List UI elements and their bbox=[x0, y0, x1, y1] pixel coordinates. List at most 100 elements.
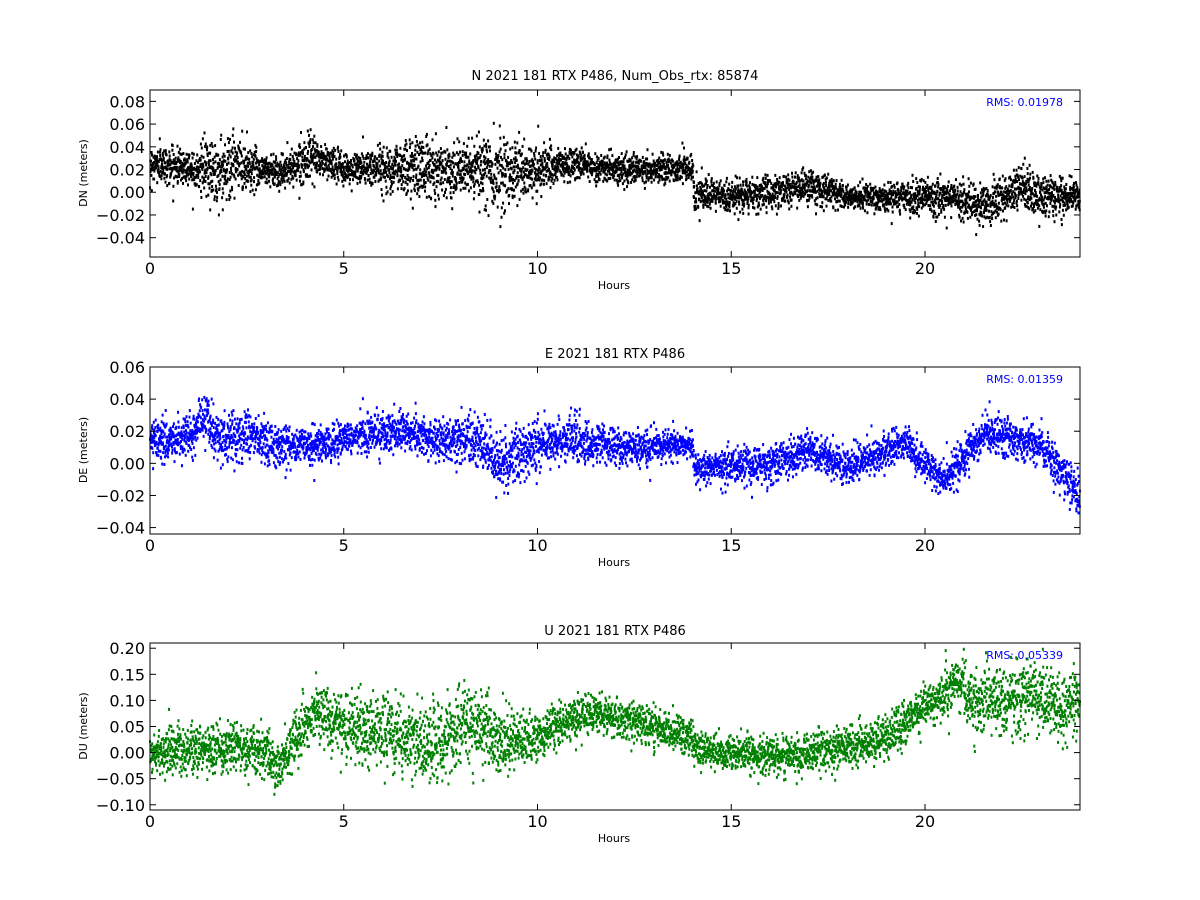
north-data-point bbox=[778, 181, 780, 184]
north-data-point bbox=[286, 157, 288, 160]
north-data-point bbox=[814, 188, 816, 191]
north-data-point bbox=[247, 180, 249, 183]
north-data-point bbox=[457, 171, 459, 174]
north-data-point bbox=[519, 198, 521, 201]
north-data-point bbox=[611, 154, 613, 157]
north-data-point bbox=[494, 163, 496, 166]
north-data-point bbox=[960, 184, 962, 187]
north-data-point bbox=[470, 186, 472, 189]
north-data-point bbox=[1016, 169, 1018, 172]
north-data-point bbox=[1041, 196, 1043, 199]
north-data-point bbox=[875, 190, 877, 193]
north-data-point bbox=[520, 173, 522, 176]
north-data-point bbox=[339, 153, 341, 156]
north-data-point bbox=[604, 156, 606, 159]
north-data-point bbox=[340, 168, 342, 171]
north-data-point bbox=[482, 182, 484, 185]
north-data-point bbox=[608, 170, 610, 173]
north-data-point bbox=[989, 220, 991, 223]
north-data-point bbox=[711, 181, 713, 184]
north-data-point bbox=[984, 198, 986, 201]
north-data-point bbox=[393, 176, 395, 179]
north-data-point bbox=[899, 209, 901, 212]
north-data-point bbox=[890, 181, 892, 184]
north-data-point bbox=[977, 194, 979, 197]
north-data-point bbox=[322, 162, 324, 165]
north-data-point bbox=[453, 191, 455, 194]
north-data-point bbox=[1009, 176, 1011, 179]
north-data-point bbox=[401, 164, 403, 167]
north-data-point bbox=[492, 188, 494, 191]
north-data-point bbox=[725, 180, 727, 183]
north-data-point bbox=[837, 209, 839, 212]
north-data-point bbox=[862, 202, 864, 205]
north-data-point bbox=[227, 177, 229, 180]
north-data-point bbox=[359, 181, 361, 184]
north-data-point bbox=[150, 174, 152, 177]
north-data-point bbox=[537, 125, 539, 128]
north-data-point bbox=[1027, 172, 1029, 175]
north-data-point bbox=[434, 189, 436, 192]
north-data-point bbox=[406, 149, 408, 152]
north-data-point bbox=[425, 170, 427, 173]
north-data-point bbox=[485, 145, 487, 148]
north-data-point bbox=[535, 150, 537, 153]
north-data-point bbox=[434, 199, 436, 202]
north-data-point bbox=[823, 182, 825, 185]
north-data-point bbox=[518, 131, 520, 134]
north-data-point bbox=[387, 175, 389, 178]
north-data-point bbox=[414, 189, 416, 192]
north-data-point bbox=[485, 204, 487, 207]
north-data-point bbox=[860, 207, 862, 210]
north-data-point bbox=[833, 179, 835, 182]
north-data-point bbox=[228, 141, 230, 144]
north-data-point bbox=[729, 209, 731, 212]
north-data-point bbox=[362, 136, 364, 139]
north-data-point bbox=[377, 162, 379, 165]
north-data-point bbox=[986, 209, 988, 212]
north-data-point bbox=[181, 153, 183, 156]
north-data-point bbox=[165, 149, 167, 152]
north-data-point bbox=[446, 196, 448, 199]
north-data-point bbox=[205, 143, 207, 146]
north-data-point bbox=[778, 202, 780, 205]
north-data-point bbox=[433, 181, 435, 184]
north-data-point bbox=[302, 181, 304, 184]
north-data-point bbox=[866, 211, 868, 214]
north-data-point bbox=[854, 205, 856, 208]
north-data-point bbox=[911, 186, 913, 189]
north-data-point bbox=[445, 188, 447, 191]
north-data-point bbox=[588, 152, 590, 155]
north-data-point bbox=[284, 187, 286, 190]
north-data-point bbox=[274, 176, 276, 179]
north-data-point bbox=[400, 167, 402, 170]
north-data-point bbox=[489, 165, 491, 168]
north-data-point bbox=[468, 156, 470, 159]
north-data-point bbox=[165, 181, 167, 184]
north-data-point bbox=[281, 166, 283, 169]
north-data-point bbox=[337, 170, 339, 173]
north-data-point bbox=[307, 150, 309, 153]
north-data-point bbox=[758, 204, 760, 207]
north-data-point bbox=[331, 162, 333, 165]
north-data-point bbox=[979, 181, 981, 184]
north-data-point bbox=[760, 208, 762, 211]
north-data-point bbox=[385, 180, 387, 183]
north-data-point bbox=[516, 152, 518, 155]
north-data-point bbox=[770, 182, 772, 185]
north-data-point bbox=[659, 179, 661, 182]
north-data-point bbox=[309, 161, 311, 164]
north-data-point bbox=[990, 224, 992, 227]
north-data-point bbox=[631, 178, 633, 181]
north-data-point bbox=[241, 155, 243, 158]
north-data-point bbox=[937, 186, 939, 189]
north-data-point bbox=[338, 179, 340, 182]
north-data-point bbox=[227, 137, 229, 140]
north-data-point bbox=[285, 164, 287, 167]
north-data-point bbox=[517, 182, 519, 185]
north-data-point bbox=[523, 170, 525, 173]
north-data-point bbox=[189, 154, 191, 157]
north-data-point bbox=[462, 154, 464, 157]
north-data-point bbox=[892, 206, 894, 209]
north-data-point bbox=[635, 179, 637, 182]
